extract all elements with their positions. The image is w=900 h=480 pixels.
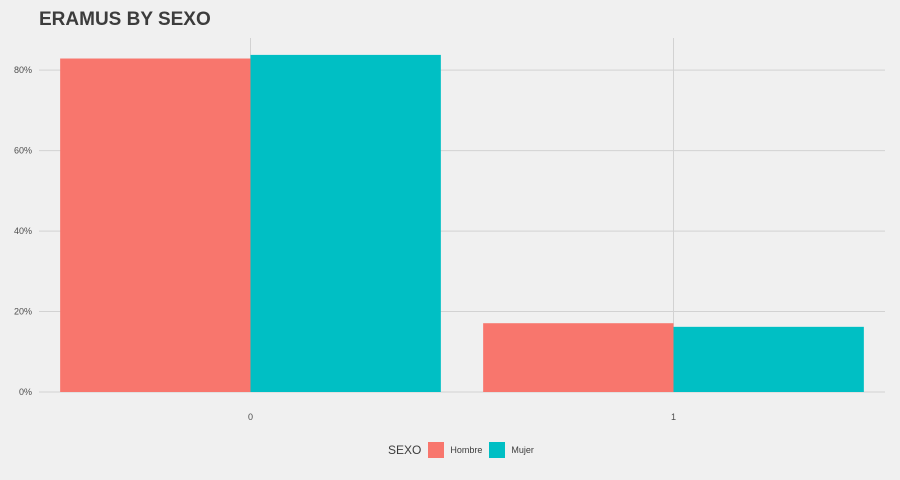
x-tick-label: 0	[248, 412, 253, 422]
bar-hombre-1	[483, 323, 674, 392]
legend: SEXO Hombre Mujer	[388, 442, 541, 458]
legend-item-mujer: Mujer	[489, 442, 534, 458]
legend-title: SEXO	[388, 443, 422, 457]
y-axis-ticks: 0% 20% 40% 60% 80%	[14, 65, 32, 397]
legend-key-mujer	[489, 442, 506, 458]
y-tick-label: 60%	[14, 146, 32, 156]
legend-label-hombre: Hombre	[450, 445, 483, 455]
bar-mujer-0	[250, 54, 441, 393]
y-tick-label: 80%	[14, 65, 32, 75]
legend-item-hombre: Hombre	[428, 442, 482, 458]
bar-hombre-0	[60, 58, 251, 393]
y-tick-label: 0%	[19, 387, 32, 397]
chart-title: ERAMUS BY SEXO	[39, 9, 211, 30]
y-tick-label: 40%	[14, 226, 32, 236]
bar-mujer-1	[673, 326, 864, 392]
x-tick-label: 1	[671, 412, 676, 422]
bars	[60, 54, 864, 393]
legend-label-mujer: Mujer	[511, 445, 534, 455]
legend-key-hombre	[428, 442, 445, 458]
y-tick-label: 20%	[14, 307, 32, 317]
